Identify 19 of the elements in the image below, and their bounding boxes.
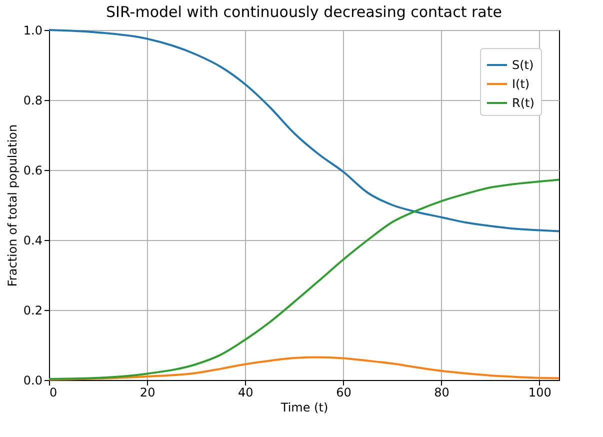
legend-label: I(t): [512, 77, 530, 91]
y-tick-label: 0.0: [23, 374, 42, 388]
legend-label: R(t): [512, 96, 534, 110]
y-axis-title: Fraction of total population: [5, 124, 20, 287]
x-tick-label: 80: [434, 386, 450, 400]
x-tick-label: 40: [238, 386, 254, 400]
x-tick-label: 100: [528, 386, 552, 400]
y-tick-label: 0.2: [23, 304, 42, 318]
x-tick-label: 60: [336, 386, 352, 400]
line-series: [48, 29, 560, 232]
y-tick-label: 0.8: [23, 94, 42, 108]
x-tick-label: 20: [140, 386, 156, 400]
y-tick-label: 0.4: [23, 234, 42, 248]
y-tick-label: 1.0: [23, 24, 42, 38]
y-tick-label: 0.6: [23, 164, 42, 178]
x-tick-label: 0: [50, 386, 58, 400]
x-axis-title: Time (t): [280, 400, 328, 414]
chart-title: SIR-model with continuously decreasing contact rate: [106, 3, 502, 21]
legend-label: S(t): [512, 58, 534, 72]
